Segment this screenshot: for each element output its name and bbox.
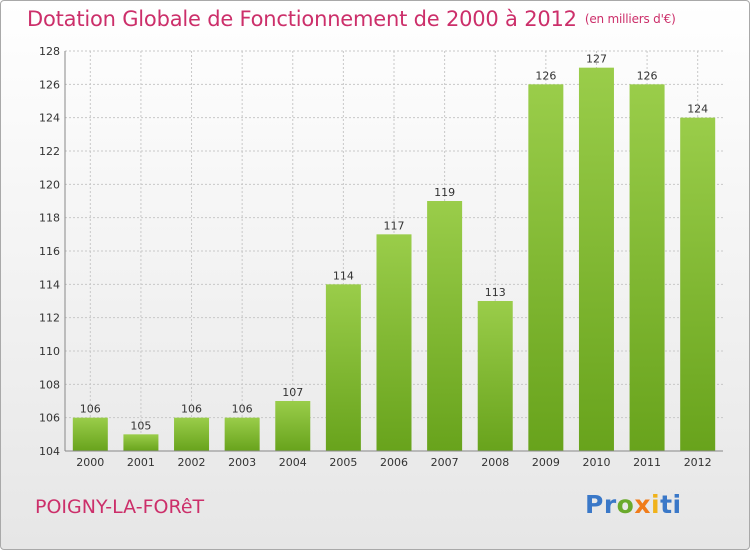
y-tick-label: 108	[39, 378, 60, 391]
logo-letter: i	[651, 490, 661, 519]
bar-2012	[680, 117, 716, 452]
bar-2011	[629, 84, 665, 451]
x-tick-label: 2009	[532, 456, 560, 469]
bar-2005	[325, 284, 361, 451]
y-tick-label: 128	[39, 45, 60, 58]
data-label: 127	[586, 53, 607, 66]
x-tick-label: 2007	[431, 456, 459, 469]
y-tick-label: 124	[39, 112, 60, 125]
town-name: POIGNY-LA-FORêT	[35, 496, 205, 518]
x-tick-label: 2002	[178, 456, 206, 469]
logo-letter: r	[603, 490, 617, 519]
data-label: 107	[282, 386, 303, 399]
y-tick-label: 116	[39, 245, 60, 258]
data-label: 126	[535, 69, 556, 82]
y-tick-label: 122	[39, 145, 60, 158]
bar-2007	[427, 201, 463, 451]
data-label: 126	[637, 69, 658, 82]
bar-2009	[528, 84, 564, 451]
x-tick-label: 2000	[76, 456, 104, 469]
x-tick-label: 2006	[380, 456, 408, 469]
x-tick-label: 2008	[481, 456, 509, 469]
data-label: 106	[232, 403, 253, 416]
data-label: 124	[687, 103, 708, 116]
y-tick-label: 114	[39, 278, 60, 291]
x-tick-label: 2003	[228, 456, 256, 469]
logo-letter: i	[672, 490, 682, 519]
x-tick-label: 2011	[633, 456, 661, 469]
data-label: 106	[80, 403, 101, 416]
x-tick-label: 2010	[582, 456, 610, 469]
proxiti-logo: Proxiti	[585, 490, 682, 519]
logo-letter: x	[634, 490, 651, 519]
y-tick-label: 120	[39, 178, 60, 191]
y-tick-label: 106	[39, 412, 60, 425]
y-tick-label: 126	[39, 78, 60, 91]
title-unit: (en milliers d'€)	[584, 12, 676, 26]
y-tick-label: 112	[39, 312, 60, 325]
bar-2000	[72, 417, 108, 451]
logo-letter: P	[585, 490, 604, 519]
data-label: 113	[485, 286, 506, 299]
x-tick-label: 2004	[279, 456, 307, 469]
data-label: 106	[181, 403, 202, 416]
bar-2006	[376, 234, 412, 451]
bar-2001	[123, 434, 159, 451]
x-tick-label: 2001	[127, 456, 155, 469]
bar-2008	[477, 301, 513, 451]
bar-2003	[224, 417, 260, 451]
logo-letter: t	[660, 490, 673, 519]
title-text: Dotation Globale de Fonctionnement de 20…	[27, 7, 577, 31]
x-tick-label: 2012	[684, 456, 712, 469]
bar-2004	[275, 401, 311, 451]
chart-title: Dotation Globale de Fonctionnement de 20…	[27, 7, 676, 31]
y-tick-label: 110	[39, 345, 60, 358]
data-label: 117	[384, 219, 405, 232]
data-label: 105	[130, 419, 151, 432]
y-tick-label: 104	[39, 445, 60, 458]
y-tick-label: 118	[39, 212, 60, 225]
x-tick-label: 2005	[329, 456, 357, 469]
data-label: 119	[434, 186, 455, 199]
bar-2002	[174, 417, 210, 451]
bar-2010	[578, 67, 614, 452]
logo-letter: o	[616, 490, 635, 519]
data-label: 114	[333, 269, 354, 282]
